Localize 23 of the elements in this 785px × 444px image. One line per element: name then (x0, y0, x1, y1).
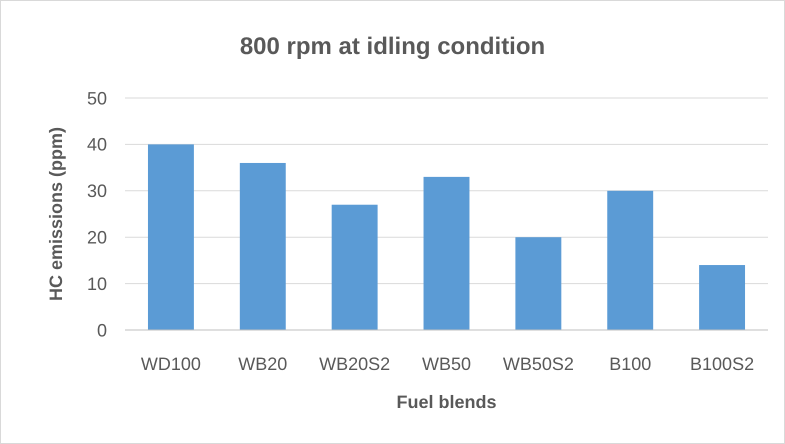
bar (515, 237, 562, 330)
chart-title: 800 rpm at idling condition (240, 33, 546, 60)
x-tick-label: WB50S2 (502, 354, 574, 374)
bar (240, 162, 286, 330)
bar (148, 144, 194, 330)
y-tick-label: 10 (86, 274, 107, 294)
bar (332, 204, 378, 330)
y-axis-title: HC emissions (ppm) (46, 126, 66, 302)
x-tick-label: B100S2 (690, 354, 754, 374)
y-tick-label: 50 (86, 88, 107, 108)
bar (699, 265, 746, 330)
x-axis-title: Fuel blends (396, 392, 497, 412)
x-tick-label: WB20S2 (319, 354, 390, 374)
x-tick-label: WB50 (422, 354, 472, 374)
y-tick-label: 30 (86, 181, 107, 202)
bar (424, 176, 470, 330)
y-tick-label: 20 (86, 228, 107, 248)
x-tick-label: WB20 (238, 354, 288, 374)
y-tick-label: 0 (96, 320, 107, 340)
bar (607, 190, 654, 330)
x-tick-label: WD100 (140, 354, 201, 374)
y-tick-label: 40 (86, 134, 107, 155)
x-tick-label: B100 (609, 354, 652, 374)
